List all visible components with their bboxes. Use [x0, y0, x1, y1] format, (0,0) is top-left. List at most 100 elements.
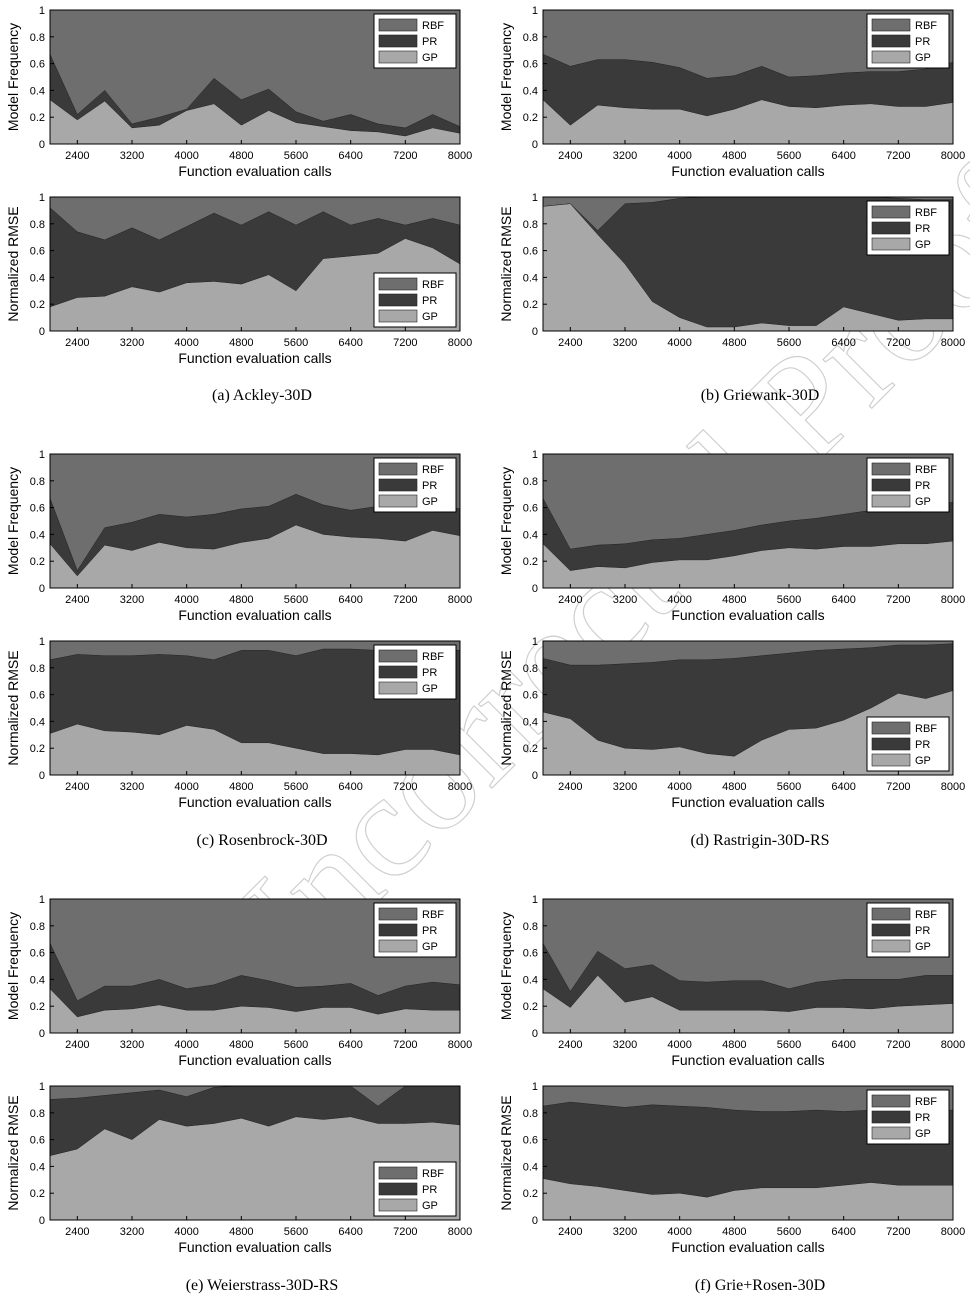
- x-tick-label: 7200: [393, 337, 417, 349]
- x-tick-label: 2400: [65, 150, 89, 162]
- area-gp-a-bottom: [49, 238, 461, 332]
- x-tick-label: 6400: [338, 594, 362, 606]
- legend-swatch-rbf: [871, 907, 911, 921]
- x-tick-label: 7200: [886, 337, 910, 349]
- y-tick-label: 0.8: [30, 219, 45, 231]
- chart-panel-d-top: 0 0.2 0.4 0.6 0.8 1 2400 3200 4000 4800 5600 6400 72…: [498, 449, 965, 623]
- y-tick-label: 1: [532, 449, 538, 461]
- y-tick-label: 0.8: [30, 921, 45, 933]
- x-tick-label: 4800: [722, 781, 746, 793]
- x-tick-label: 7200: [886, 1226, 910, 1238]
- legend-label-pr: PR: [915, 36, 930, 48]
- y-tick-label: 0.6: [523, 1135, 538, 1147]
- x-tick-label: 7200: [393, 594, 417, 606]
- y-tick-label: 1: [532, 1081, 538, 1093]
- x-tick-label: 4000: [174, 1226, 198, 1238]
- x-tick-label: 5600: [777, 1226, 801, 1238]
- x-axis-label: Function evaluation calls: [178, 1239, 331, 1255]
- y-tick-label: 0: [39, 1215, 45, 1227]
- chart-panel-b-bottom: 0 0.2 0.4 0.6 0.8 1 2400 3200 4000 4800 5600 6400 72…: [498, 192, 965, 349]
- y-tick-label: 1: [532, 894, 538, 906]
- area-gp-f-top: [542, 975, 954, 1034]
- x-tick-label: 6400: [338, 781, 362, 793]
- x-tick-label: 4000: [667, 781, 691, 793]
- y-tick-label: 0.2: [30, 556, 45, 568]
- y-tick-label: 1: [532, 5, 538, 17]
- y-tick-label: 0.2: [30, 1188, 45, 1200]
- y-tick-label: 1: [39, 449, 45, 461]
- y-tick-label: 0.4: [523, 974, 538, 986]
- x-tick-label: 6400: [831, 781, 855, 793]
- x-tick-label: 8000: [448, 337, 472, 349]
- x-tick-label: 4800: [229, 1039, 253, 1051]
- y-tick-label: 0.2: [523, 1001, 538, 1013]
- y-tick-label: 0.8: [523, 219, 538, 231]
- legend-label-gp: GP: [915, 496, 931, 508]
- x-tick-label: 3200: [613, 781, 637, 793]
- x-tick-label: 8000: [448, 1226, 472, 1238]
- chart-panel-e-bottom: 0 0.2 0.4 0.6 0.8 1 2400 3200 4000 4800 5600 6400 72…: [5, 1081, 472, 1255]
- y-tick-label: 0.8: [523, 663, 538, 675]
- legend-swatch-pr: [871, 221, 911, 235]
- legend-d-bottom: RBF PR GP: [866, 716, 950, 772]
- x-tick-label: 6400: [338, 150, 362, 162]
- x-tick-label: 2400: [558, 594, 582, 606]
- x-tick-label: 8000: [448, 150, 472, 162]
- y-tick-label: 0.4: [30, 272, 45, 284]
- area-gp-c-bottom: [49, 723, 461, 776]
- y-tick-label: 1: [532, 636, 538, 648]
- x-tick-label: 7200: [886, 150, 910, 162]
- y-tick-label: 0.6: [30, 59, 45, 71]
- chart-panel-a-bottom: 0 0.2 0.4 0.6 0.8 1 2400 3200 4000 4800 5600 6400 72…: [5, 192, 472, 366]
- y-tick-label: 0: [532, 1028, 538, 1040]
- x-tick-label: 2400: [65, 781, 89, 793]
- y-axis-label: Normalized RMSE: [498, 650, 514, 765]
- x-tick-label: 3200: [120, 1226, 144, 1238]
- x-tick-label: 2400: [65, 337, 89, 349]
- x-tick-label: 6400: [831, 1226, 855, 1238]
- legend-label-rbf: RBF: [915, 909, 937, 921]
- plot-frame-a-bottom: [49, 196, 461, 332]
- y-tick-label: 0.2: [30, 743, 45, 755]
- y-tick-label: 0.8: [523, 32, 538, 44]
- legend-label-pr: PR: [422, 925, 437, 937]
- x-tick-label: 4000: [667, 594, 691, 606]
- x-tick-label: 8000: [941, 337, 965, 349]
- y-tick-label: 0.6: [30, 503, 45, 515]
- legend-label-gp: GP: [422, 496, 438, 508]
- legend-label-rbf: RBF: [422, 909, 444, 921]
- legend-label-rbf: RBF: [422, 651, 444, 663]
- y-tick-label: 1: [39, 1081, 45, 1093]
- y-tick-label: 0.6: [523, 690, 538, 702]
- x-tick-label: 3200: [613, 594, 637, 606]
- y-tick-label: 1: [39, 894, 45, 906]
- legend-label-pr: PR: [422, 480, 437, 492]
- legend-swatch-rbf: [378, 1166, 418, 1180]
- legend-label-gp: GP: [422, 941, 438, 953]
- y-tick-label: 0.8: [30, 476, 45, 488]
- legend-f-top: RBF PR GP: [866, 902, 950, 958]
- x-tick-label: 7200: [393, 1039, 417, 1051]
- x-tick-label: 2400: [65, 1226, 89, 1238]
- y-tick-label: 0: [39, 139, 45, 151]
- area-gp-b-bottom: [542, 203, 954, 332]
- x-tick-label: 2400: [558, 781, 582, 793]
- y-axis-label: Model Frequency: [5, 912, 21, 1020]
- y-tick-label: 0: [39, 770, 45, 782]
- legend-swatch-pr: [378, 478, 418, 492]
- legend-swatch-gp: [871, 1126, 911, 1140]
- x-tick-label: 2400: [558, 1226, 582, 1238]
- y-tick-label: 0: [532, 583, 538, 595]
- x-tick-label: 5600: [284, 150, 308, 162]
- x-tick-label: 7200: [886, 781, 910, 793]
- x-axis-label: Function evaluation calls: [671, 1052, 824, 1068]
- legend-swatch-gp: [378, 939, 418, 953]
- x-tick-label: 2400: [558, 150, 582, 162]
- y-tick-label: 0.4: [30, 716, 45, 728]
- x-tick-label: 8000: [448, 781, 472, 793]
- legend-label-gp: GP: [915, 755, 931, 767]
- x-tick-label: 3200: [120, 1039, 144, 1051]
- legend-label-rbf: RBF: [915, 207, 937, 219]
- x-tick-label: 8000: [941, 594, 965, 606]
- legend-swatch-rbf: [871, 1094, 911, 1108]
